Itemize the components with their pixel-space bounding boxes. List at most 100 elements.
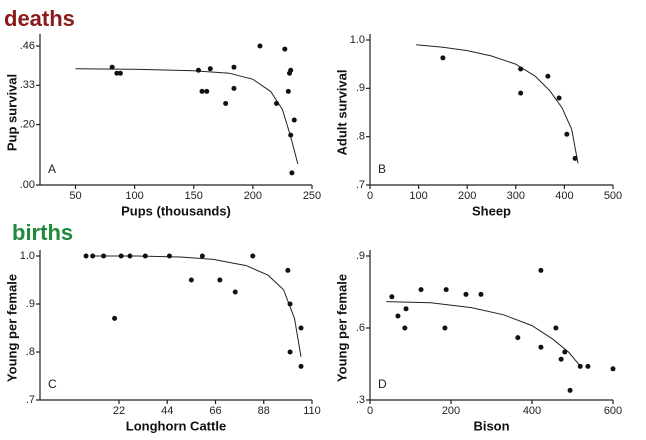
data-point — [250, 253, 256, 259]
data-point — [207, 66, 213, 72]
fit-curve — [386, 301, 581, 367]
x-tick-label: 100 — [409, 190, 427, 202]
data-point — [395, 313, 401, 319]
data-point — [101, 253, 107, 259]
data-point — [287, 349, 293, 355]
y-tick-label: .8 — [356, 131, 365, 143]
data-point — [90, 253, 96, 259]
data-point — [418, 287, 424, 293]
data-point — [195, 67, 201, 73]
data-point — [518, 90, 524, 96]
data-point — [285, 267, 291, 273]
data-point — [288, 132, 294, 138]
data-point — [127, 253, 133, 259]
data-point — [442, 325, 448, 331]
data-point — [114, 70, 120, 76]
data-point — [289, 170, 295, 176]
data-point — [118, 253, 124, 259]
y-tick-label: .00 — [20, 179, 35, 191]
fit-curve — [416, 44, 579, 164]
x-tick-label: 250 — [303, 190, 321, 202]
x-tick-label: 400 — [555, 190, 573, 202]
x-axis-label: Sheep — [472, 203, 511, 218]
data-point — [199, 88, 205, 94]
data-point — [610, 366, 616, 372]
x-tick-label: 110 — [303, 405, 321, 417]
data-point — [443, 287, 449, 293]
x-tick-label: 500 — [604, 190, 622, 202]
data-point — [287, 301, 293, 307]
data-point — [558, 356, 564, 362]
x-tick-label: 600 — [604, 405, 622, 417]
y-axis-label: Pup survival — [4, 74, 19, 151]
y-tick-label: 1.0 — [20, 250, 35, 262]
panel-label: A — [48, 162, 56, 176]
data-point — [298, 325, 304, 331]
data-point — [109, 64, 115, 70]
y-tick-label: .9 — [356, 82, 365, 94]
y-tick-label: .6 — [356, 322, 365, 334]
data-point — [567, 387, 573, 393]
y-tick-label: 1.0 — [350, 34, 365, 46]
x-tick-label: 0 — [367, 405, 373, 417]
data-point — [577, 363, 583, 369]
y-tick-label: .8 — [26, 346, 35, 358]
panel-label: B — [378, 162, 386, 176]
x-tick-label: 100 — [125, 190, 143, 202]
data-point — [553, 325, 559, 331]
data-point — [538, 344, 544, 350]
data-point — [556, 95, 562, 101]
y-tick-label: .7 — [356, 179, 365, 191]
section-heading: births — [12, 220, 73, 245]
x-tick-label: 0 — [367, 190, 373, 202]
data-point — [231, 64, 237, 70]
x-tick-label: 150 — [185, 190, 203, 202]
data-point — [232, 289, 238, 295]
x-tick-label: 200 — [244, 190, 262, 202]
data-point — [199, 253, 205, 259]
data-point — [142, 253, 148, 259]
data-point — [538, 267, 544, 273]
data-point — [440, 55, 446, 61]
data-point — [117, 70, 123, 76]
x-tick-label: 50 — [69, 190, 81, 202]
fit-curve — [75, 68, 299, 165]
y-tick-label: .9 — [26, 298, 35, 310]
y-axis-label: Young per female — [334, 274, 349, 382]
fit-curve — [92, 255, 302, 357]
y-tick-label: .33 — [20, 79, 35, 91]
data-point — [112, 315, 118, 321]
y-tick-label: .20 — [20, 118, 35, 130]
data-point — [403, 306, 409, 312]
y-axis-label: Young per female — [4, 274, 19, 382]
data-point — [188, 277, 194, 283]
x-tick-label: 66 — [209, 405, 221, 417]
x-tick-label: 200 — [442, 405, 460, 417]
data-point — [463, 291, 469, 297]
panel-label: C — [48, 377, 57, 391]
x-tick-label: 22 — [113, 405, 125, 417]
data-point — [257, 43, 263, 49]
x-tick-label: 300 — [507, 190, 525, 202]
y-tick-label: .46 — [20, 40, 35, 52]
section-heading: deaths — [4, 6, 75, 31]
data-point — [231, 85, 237, 91]
x-axis-label: Pups (thousands) — [121, 203, 231, 218]
data-point — [585, 363, 591, 369]
y-tick-label: .3 — [356, 394, 365, 406]
data-point — [204, 88, 210, 94]
data-point — [402, 325, 408, 331]
data-point — [564, 131, 570, 137]
data-point — [478, 291, 484, 297]
data-point — [389, 294, 395, 300]
y-tick-label: .9 — [356, 250, 365, 262]
y-axis-label: Adult survival — [334, 70, 349, 156]
data-point — [291, 117, 297, 123]
panel-label: D — [378, 377, 387, 391]
data-point — [572, 155, 578, 161]
x-tick-label: 200 — [458, 190, 476, 202]
data-point — [217, 277, 223, 283]
data-point — [545, 73, 551, 79]
